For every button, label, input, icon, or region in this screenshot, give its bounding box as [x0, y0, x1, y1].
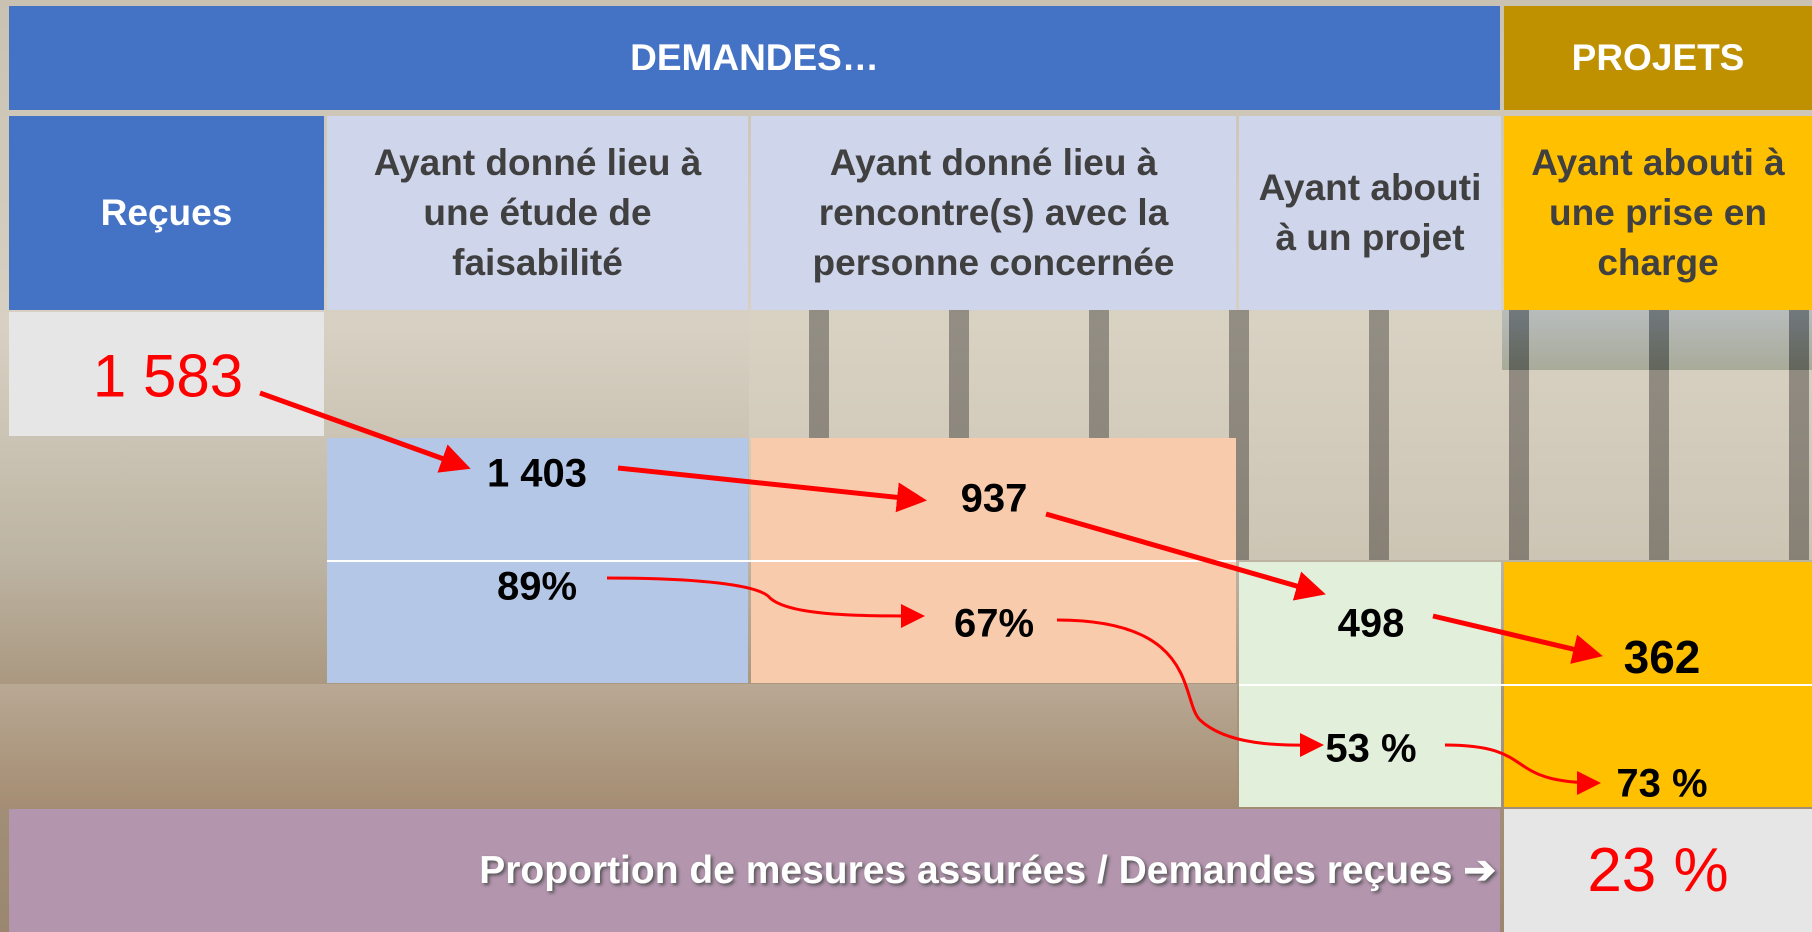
count: 362 [1623, 631, 1701, 683]
column-header: Reçues [9, 116, 324, 310]
arrow [259, 390, 471, 473]
rate: 67% [953, 601, 1035, 646]
arrow [606, 576, 925, 628]
header-demandes: DEMANDES… [9, 6, 1500, 110]
count: 498 [1337, 601, 1405, 646]
footer-label: Proportion de mesures assurées / Demande… [9, 809, 1500, 932]
photo-ground [0, 684, 1237, 807]
divider [327, 560, 1236, 562]
arrow [1056, 618, 1324, 758]
column-header: Ayant donné lieu à rencontre(s) avec la … [751, 116, 1236, 310]
column-header: Ayant abouti à une prise en charge [1504, 116, 1812, 310]
cell-recues [9, 312, 324, 436]
count: 1 583 [92, 342, 244, 410]
arrow [1432, 613, 1603, 664]
count: 1 403 [486, 451, 588, 496]
footer-value: 23 % [1504, 809, 1812, 932]
header-projets: PROJETS [1504, 6, 1812, 110]
rate: 73 % [1616, 761, 1708, 806]
rate: 89% [496, 564, 578, 609]
arrow [1444, 743, 1601, 795]
divider [1239, 684, 1812, 686]
arrow [617, 465, 927, 513]
column-header: Ayant donné lieu à une étude de faisabil… [327, 116, 748, 310]
rate: 53 % [1325, 726, 1417, 771]
arrow [1045, 511, 1326, 601]
column-header: Ayant abouti à un projet [1239, 116, 1501, 310]
count: 937 [960, 476, 1028, 521]
